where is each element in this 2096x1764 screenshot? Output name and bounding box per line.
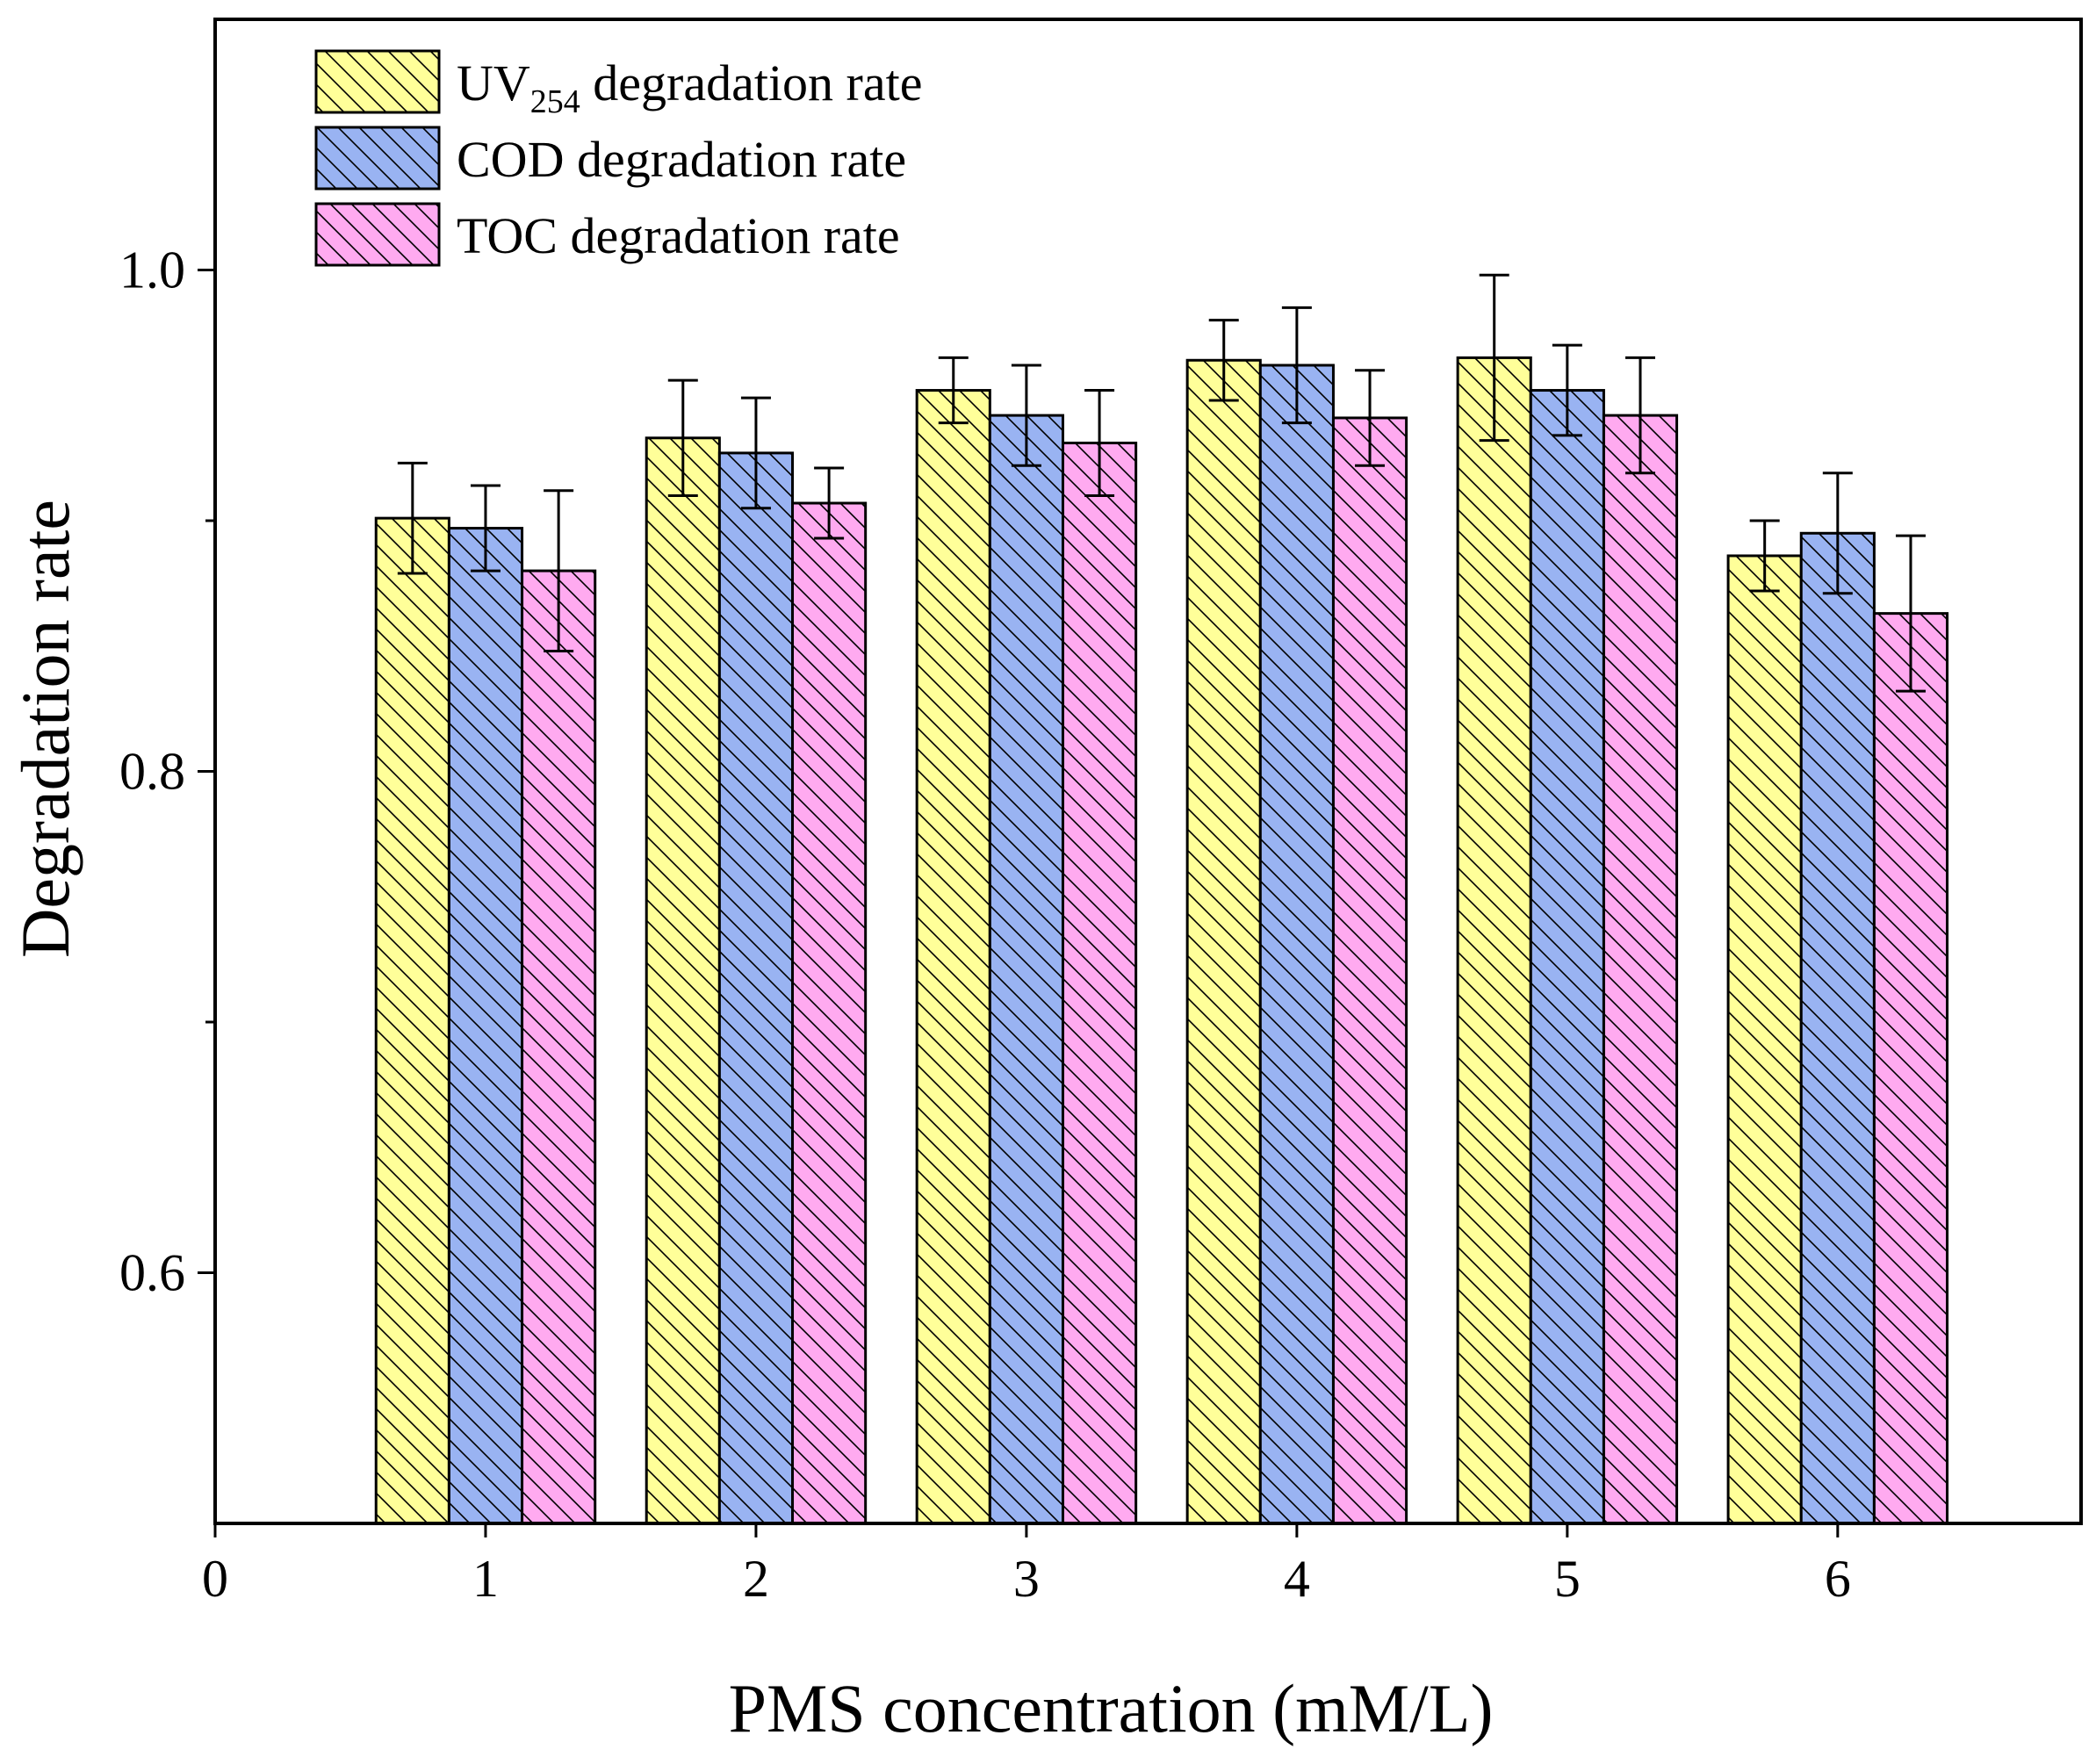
bar	[645, 436, 721, 1525]
bar	[1872, 612, 1949, 1525]
bar	[915, 389, 991, 1525]
bar	[1799, 531, 1876, 1525]
axes-layer: 0 1 2 3 4 5 6 0.6 0.8 1.0	[119, 18, 2083, 1608]
bar	[447, 527, 524, 1525]
bar	[1061, 441, 1138, 1525]
bar	[717, 451, 795, 1525]
x-tick-label: 2	[743, 1550, 769, 1608]
bar	[521, 569, 597, 1525]
x-tick-label: 3	[1013, 1550, 1040, 1608]
legend-label: COD degradation rate	[457, 131, 906, 188]
bar	[1726, 554, 1803, 1525]
y-tick-label: 1.0	[119, 241, 185, 299]
x-tick-label: 0	[202, 1550, 228, 1608]
error-bars-layer	[397, 273, 1926, 693]
bars-layer	[374, 356, 1949, 1525]
x-tick-label: 6	[1825, 1550, 1851, 1608]
bar	[1185, 358, 1262, 1525]
bar	[1529, 389, 1605, 1525]
bar	[988, 414, 1064, 1525]
bar	[1258, 364, 1335, 1525]
legend: UV254 degradation rate COD degradation ra…	[314, 49, 922, 267]
x-tick-label: 1	[472, 1550, 499, 1608]
bar	[1602, 414, 1679, 1525]
legend-swatch	[314, 126, 441, 191]
legend-label: TOC degradation rate	[457, 207, 900, 264]
legend-label: UV254 degradation rate	[457, 54, 922, 120]
x-tick-label: 5	[1554, 1550, 1581, 1608]
y-tick-label: 0.6	[119, 1244, 185, 1302]
bar	[1456, 356, 1532, 1525]
bar	[374, 516, 450, 1525]
bar	[1331, 416, 1408, 1525]
x-tick-label: 4	[1284, 1550, 1310, 1608]
legend-swatch	[314, 49, 441, 114]
legend-swatch	[314, 202, 441, 267]
x-axis-title: PMS concentration (mM/L)	[729, 1670, 1494, 1746]
y-tick-label: 0.8	[119, 743, 185, 801]
bar	[791, 501, 868, 1525]
y-axis-title: Degradation rate	[7, 500, 83, 958]
